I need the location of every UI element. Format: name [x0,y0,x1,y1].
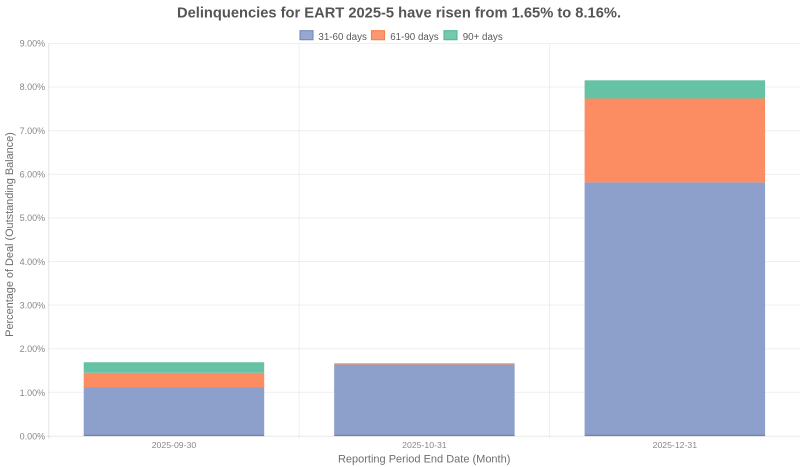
svg-text:31-60 days: 31-60 days [318,32,367,43]
svg-text:90+ days: 90+ days [463,32,503,43]
svg-text:8.00%: 8.00% [20,82,46,92]
svg-text:61-90 days: 61-90 days [390,32,439,43]
svg-text:Delinquencies for EART 2025-5: Delinquencies for EART 2025-5 have risen… [177,6,621,22]
svg-text:3.00%: 3.00% [20,300,46,310]
svg-text:5.00%: 5.00% [20,213,46,223]
svg-text:6.00%: 6.00% [20,169,46,179]
svg-text:9.00%: 9.00% [20,38,46,48]
svg-text:2.00%: 2.00% [20,344,46,354]
svg-text:2025-10-31: 2025-10-31 [402,440,447,450]
svg-text:Percentage of Deal (Outstandin: Percentage of Deal (Outstanding Balance) [4,132,16,337]
svg-text:2025-09-30: 2025-09-30 [152,440,197,450]
svg-text:2025-12-31: 2025-12-31 [653,440,698,450]
svg-text:7.00%: 7.00% [20,126,46,136]
svg-text:1.00%: 1.00% [20,388,46,398]
svg-text:4.00%: 4.00% [20,257,46,267]
svg-text:0.00%: 0.00% [20,431,46,441]
svg-text:Reporting Period End Date (Mon: Reporting Period End Date (Month) [338,453,510,465]
